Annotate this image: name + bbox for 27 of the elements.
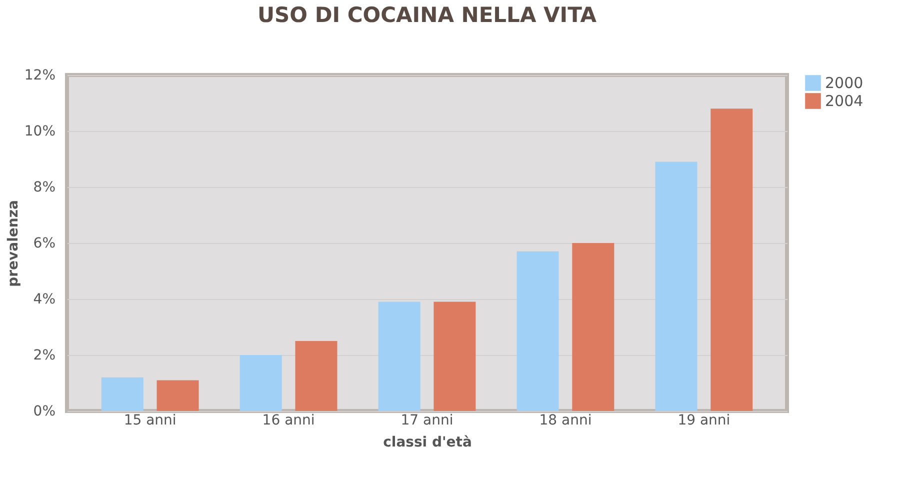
x-tick-label: 15 anni <box>124 412 176 428</box>
y-axis-title: prevalenza <box>5 200 22 287</box>
bar <box>156 380 199 411</box>
x-tick-label: 18 anni <box>539 412 592 428</box>
legend-label: 2004 <box>825 92 864 110</box>
legend-label: 2000 <box>825 74 864 92</box>
bar <box>378 302 420 411</box>
y-tick-label: 8% <box>33 180 56 196</box>
bar <box>240 355 282 411</box>
y-tick-label: 4% <box>33 292 56 308</box>
bar <box>572 243 614 411</box>
y-tick-label: 12% <box>24 68 56 84</box>
y-tick-label: 2% <box>33 348 56 364</box>
x-axis-title: classi d'età <box>383 434 472 450</box>
bar <box>101 377 144 411</box>
chart-title: USO DI COCAINA NELLA VITA <box>257 3 598 27</box>
bar <box>295 341 338 411</box>
y-tick-label: 10% <box>24 124 56 140</box>
bar <box>434 302 476 411</box>
x-tick-label: 17 anni <box>400 412 454 428</box>
y-tick-label: 0% <box>33 404 56 420</box>
bar <box>710 108 753 411</box>
y-tick-label: 6% <box>33 236 56 252</box>
x-tick-label: 16 anni <box>262 412 315 428</box>
bar <box>516 251 559 411</box>
x-tick-label: 19 anni <box>678 412 730 428</box>
bar <box>655 162 698 411</box>
